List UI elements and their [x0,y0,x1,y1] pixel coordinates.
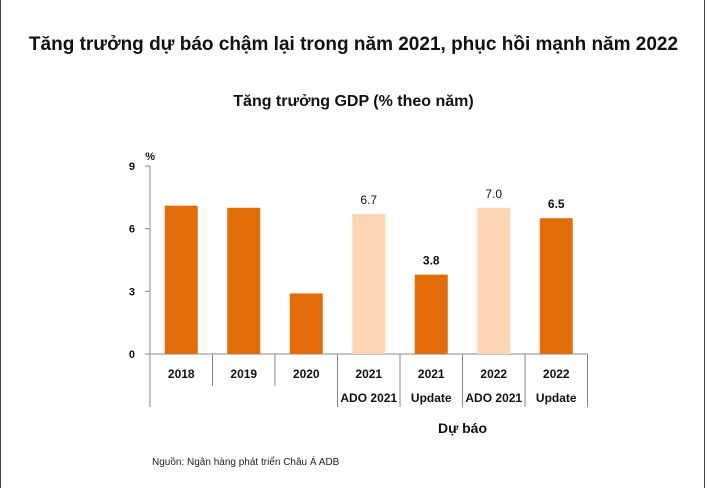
x-tick-label-year: 2020 [293,367,320,381]
x-tick-label-year: 2022 [543,367,570,381]
chart-title: Tăng trưởng GDP (% theo năm) [233,93,474,110]
data-label-7: 6.5 [548,197,565,211]
x-tick-label-year: 2021 [355,367,382,381]
source-note: Nguồn: Ngân hàng phát triển Châu Á ADB [152,457,340,468]
y-tick-label: 6 [129,224,135,236]
data-label-4: 6.7 [360,193,377,207]
x-tick-label-year: 2022 [480,367,507,381]
bar-5 [414,274,448,354]
y-tick-label: 0 [129,349,135,361]
y-tick-label: 3 [129,286,135,298]
x-tick-label-sub: ADO 2021 [340,391,397,405]
bar-7 [539,218,573,354]
bar-3 [289,293,323,354]
data-label-6: 7.0 [485,187,502,201]
bar-4 [352,214,386,354]
x-tick-label-sub: Update [536,391,577,405]
data-label-5: 3.8 [423,254,440,268]
x-tick-label-sub: ADO 2021 [465,391,522,405]
bar-1 [164,205,198,354]
y-tick-label: 9 [129,161,135,173]
y-axis-unit: % [145,151,155,163]
forecast-group-label: Dự báo [438,420,487,436]
bar-2 [227,207,261,354]
x-tick-label-year: 2019 [230,367,257,381]
x-tick-label-sub: Update [411,391,452,405]
x-tick-label-year: 2018 [168,367,195,381]
x-tick-label-year: 2021 [418,367,445,381]
bar-6 [477,207,511,354]
page-title: Tăng trưởng dự báo chậm lại trong năm 20… [28,34,679,55]
